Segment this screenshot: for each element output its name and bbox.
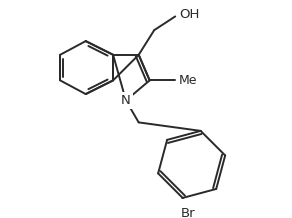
Text: Me: Me [179,74,197,87]
Text: OH: OH [179,8,199,21]
Text: Br: Br [181,207,196,218]
Text: N: N [121,94,131,107]
